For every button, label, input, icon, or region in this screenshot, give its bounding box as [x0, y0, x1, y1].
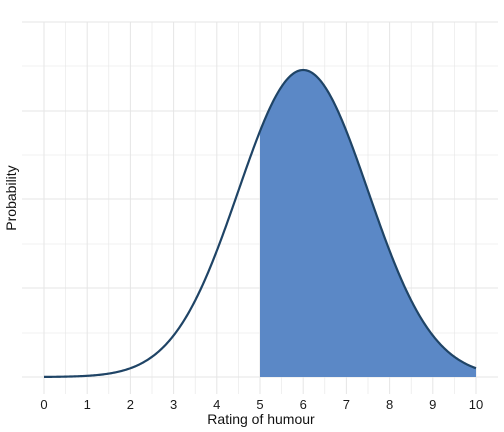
shaded-area: [260, 70, 476, 377]
x-tick-label: 2: [127, 397, 134, 412]
x-tick-label: 10: [469, 397, 483, 412]
x-tick-label: 0: [40, 397, 47, 412]
density-curve: [43, 68, 477, 378]
x-tick-label: 5: [256, 397, 263, 412]
x-tick-label: 6: [300, 397, 307, 412]
x-tick-label: 7: [343, 397, 350, 412]
x-tick-label: 9: [429, 397, 436, 412]
x-tick-label: 8: [386, 397, 393, 412]
x-tick-labels: 0 1 2 3 4 5 6 7 8 9 10: [40, 397, 483, 412]
x-tick-label: 3: [170, 397, 177, 412]
x-tick-label: 4: [213, 397, 220, 412]
y-axis-label: Probability: [3, 165, 19, 230]
x-tick-label: 1: [84, 397, 91, 412]
x-axis-label: Rating of humour: [207, 411, 315, 427]
